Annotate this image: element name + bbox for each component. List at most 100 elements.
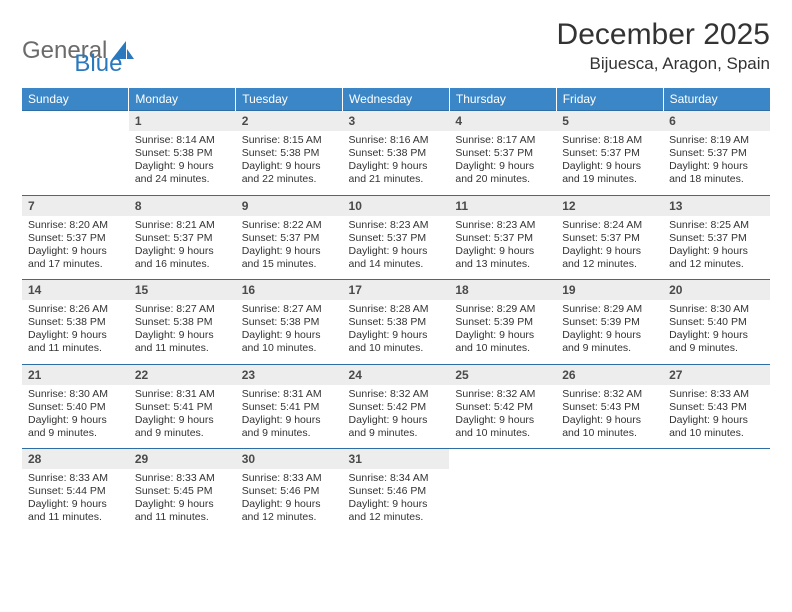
day-details: Sunrise: 8:18 AMSunset: 5:37 PMDaylight:…: [556, 131, 663, 195]
sunrise-text: Sunrise: 8:32 AM: [562, 388, 657, 401]
calendar-day-cell: 17Sunrise: 8:28 AMSunset: 5:38 PMDayligh…: [343, 280, 450, 365]
daylight-text: Daylight: 9 hours and 12 minutes.: [349, 498, 444, 524]
day-details: Sunrise: 8:16 AMSunset: 5:38 PMDaylight:…: [343, 131, 450, 195]
calendar-day-cell: 29Sunrise: 8:33 AMSunset: 5:45 PMDayligh…: [129, 449, 236, 533]
daylight-text: Daylight: 9 hours and 12 minutes.: [562, 245, 657, 271]
weekday-header: Friday: [556, 88, 663, 111]
day-details: Sunrise: 8:31 AMSunset: 5:41 PMDaylight:…: [129, 385, 236, 449]
calendar-day-cell: 4Sunrise: 8:17 AMSunset: 5:37 PMDaylight…: [449, 111, 556, 196]
sunset-text: Sunset: 5:38 PM: [242, 316, 337, 329]
calendar-day-cell: 27Sunrise: 8:33 AMSunset: 5:43 PMDayligh…: [663, 364, 770, 449]
sunset-text: Sunset: 5:38 PM: [135, 316, 230, 329]
daylight-text: Daylight: 9 hours and 24 minutes.: [135, 160, 230, 186]
sunrise-text: Sunrise: 8:26 AM: [28, 303, 123, 316]
sunrise-text: Sunrise: 8:31 AM: [135, 388, 230, 401]
day-number: 13: [663, 196, 770, 216]
sunset-text: Sunset: 5:40 PM: [28, 401, 123, 414]
day-number: 1: [129, 111, 236, 131]
day-details: Sunrise: 8:17 AMSunset: 5:37 PMDaylight:…: [449, 131, 556, 195]
day-number: 29: [129, 449, 236, 469]
sunrise-text: Sunrise: 8:29 AM: [562, 303, 657, 316]
sunset-text: Sunset: 5:37 PM: [669, 232, 764, 245]
calendar-day-cell: 30Sunrise: 8:33 AMSunset: 5:46 PMDayligh…: [236, 449, 343, 533]
sunset-text: Sunset: 5:37 PM: [669, 147, 764, 160]
sunrise-text: Sunrise: 8:31 AM: [242, 388, 337, 401]
day-number: 2: [236, 111, 343, 131]
sunset-text: Sunset: 5:45 PM: [135, 485, 230, 498]
weekday-header: Saturday: [663, 88, 770, 111]
sunrise-text: Sunrise: 8:30 AM: [28, 388, 123, 401]
day-details: Sunrise: 8:32 AMSunset: 5:42 PMDaylight:…: [343, 385, 450, 449]
day-details: Sunrise: 8:31 AMSunset: 5:41 PMDaylight:…: [236, 385, 343, 449]
sunset-text: Sunset: 5:43 PM: [562, 401, 657, 414]
sunset-text: Sunset: 5:41 PM: [242, 401, 337, 414]
calendar-week-row: 21Sunrise: 8:30 AMSunset: 5:40 PMDayligh…: [22, 364, 770, 449]
calendar-day-cell: 24Sunrise: 8:32 AMSunset: 5:42 PMDayligh…: [343, 364, 450, 449]
sunrise-text: Sunrise: 8:30 AM: [669, 303, 764, 316]
sunrise-text: Sunrise: 8:33 AM: [242, 472, 337, 485]
weekday-header: Thursday: [449, 88, 556, 111]
day-details: Sunrise: 8:30 AMSunset: 5:40 PMDaylight:…: [663, 300, 770, 364]
sunset-text: Sunset: 5:37 PM: [349, 232, 444, 245]
daylight-text: Daylight: 9 hours and 19 minutes.: [562, 160, 657, 186]
sunrise-text: Sunrise: 8:27 AM: [242, 303, 337, 316]
calendar-day-cell: 11Sunrise: 8:23 AMSunset: 5:37 PMDayligh…: [449, 195, 556, 280]
day-number: 11: [449, 196, 556, 216]
day-number: 27: [663, 365, 770, 385]
day-details: Sunrise: 8:27 AMSunset: 5:38 PMDaylight:…: [129, 300, 236, 364]
daylight-text: Daylight: 9 hours and 12 minutes.: [669, 245, 764, 271]
calendar-day-cell: 15Sunrise: 8:27 AMSunset: 5:38 PMDayligh…: [129, 280, 236, 365]
daylight-text: Daylight: 9 hours and 10 minutes.: [455, 329, 550, 355]
daylight-text: Daylight: 9 hours and 18 minutes.: [669, 160, 764, 186]
calendar-day-cell: 8Sunrise: 8:21 AMSunset: 5:37 PMDaylight…: [129, 195, 236, 280]
calendar-day-cell: 22Sunrise: 8:31 AMSunset: 5:41 PMDayligh…: [129, 364, 236, 449]
title-block: December 2025 Bijuesca, Aragon, Spain: [557, 18, 770, 74]
header: General Blue December 2025 Bijuesca, Ara…: [22, 18, 770, 78]
day-details: Sunrise: 8:23 AMSunset: 5:37 PMDaylight:…: [343, 216, 450, 280]
day-details: Sunrise: 8:28 AMSunset: 5:38 PMDaylight:…: [343, 300, 450, 364]
sunrise-text: Sunrise: 8:33 AM: [669, 388, 764, 401]
calendar-day-cell: 31 Sunrise: 8:34 AMSunset: 5:46 PMDayligh…: [343, 449, 450, 533]
calendar-day-cell: 9Sunrise: 8:22 AMSunset: 5:37 PMDaylight…: [236, 195, 343, 280]
sunrise-text: Sunrise: 8:34 AM: [349, 472, 444, 485]
day-number: 18: [449, 280, 556, 300]
day-number: 22: [129, 365, 236, 385]
day-number: 31: [343, 449, 450, 469]
sunrise-text: Sunrise: 8:27 AM: [135, 303, 230, 316]
sunrise-text: Sunrise: 8:19 AM: [669, 134, 764, 147]
logo-word-2: Blue: [74, 50, 122, 78]
sunset-text: Sunset: 5:46 PM: [349, 485, 444, 498]
sunrise-text: Sunrise: 8:21 AM: [135, 219, 230, 232]
day-number: 9: [236, 196, 343, 216]
daylight-text: Daylight: 9 hours and 9 minutes.: [28, 414, 123, 440]
calendar-day-cell: 7Sunrise: 8:20 AMSunset: 5:37 PMDaylight…: [22, 195, 129, 280]
day-details: Sunrise: 8:29 AMSunset: 5:39 PMDaylight:…: [449, 300, 556, 364]
calendar-day-cell: 23Sunrise: 8:31 AMSunset: 5:41 PMDayligh…: [236, 364, 343, 449]
sunrise-text: Sunrise: 8:25 AM: [669, 219, 764, 232]
sunrise-text: Sunrise: 8:32 AM: [455, 388, 550, 401]
calendar-day-cell: .: [449, 449, 556, 533]
sunrise-text: Sunrise: 8:17 AM: [455, 134, 550, 147]
day-number: 28: [22, 449, 129, 469]
day-number: 25: [449, 365, 556, 385]
daylight-text: Daylight: 9 hours and 20 minutes.: [455, 160, 550, 186]
day-details: Sunrise: 8:32 AMSunset: 5:43 PMDaylight:…: [556, 385, 663, 449]
daylight-text: Daylight: 9 hours and 10 minutes.: [669, 414, 764, 440]
sunrise-text: Sunrise: 8:16 AM: [349, 134, 444, 147]
sunset-text: Sunset: 5:42 PM: [455, 401, 550, 414]
day-details: Sunrise: 8:15 AMSunset: 5:38 PMDaylight:…: [236, 131, 343, 195]
calendar-day-cell: 13 Sunrise: 8:25 AMSunset: 5:37 PMDayligh…: [663, 195, 770, 280]
sunset-text: Sunset: 5:37 PM: [28, 232, 123, 245]
day-number: 16: [236, 280, 343, 300]
sunset-text: Sunset: 5:38 PM: [28, 316, 123, 329]
page-title: December 2025: [557, 18, 770, 52]
sunrise-text: Sunrise: 8:32 AM: [349, 388, 444, 401]
sunrise-text: Sunrise: 8:18 AM: [562, 134, 657, 147]
calendar-day-cell: 21 Sunrise: 8:30 AMSunset: 5:40 PMDayligh…: [22, 364, 129, 449]
day-number: 5: [556, 111, 663, 131]
sunset-text: Sunset: 5:38 PM: [349, 147, 444, 160]
day-details: Sunrise: 8:14 AMSunset: 5:38 PMDaylight:…: [129, 131, 236, 195]
sunset-text: Sunset: 5:41 PM: [135, 401, 230, 414]
day-number: 21: [22, 365, 129, 385]
day-number: 20: [663, 280, 770, 300]
